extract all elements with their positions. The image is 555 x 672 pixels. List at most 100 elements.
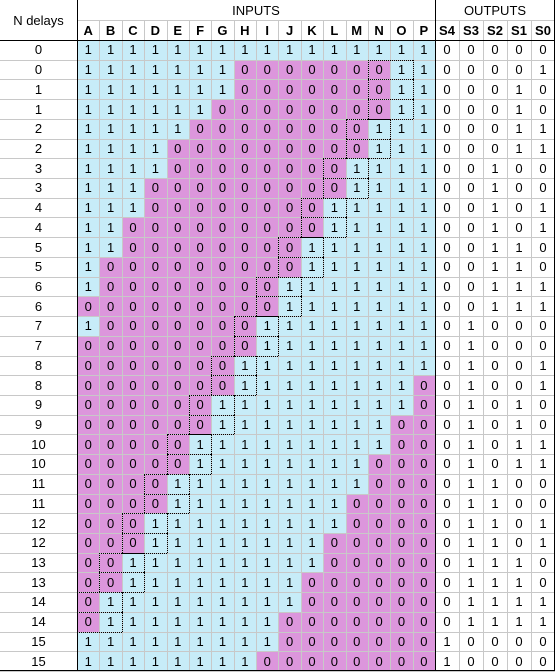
input-bit: 0: [241, 101, 249, 117]
input-cell: 0: [99, 552, 122, 573]
input-bit: 1: [241, 515, 249, 531]
input-cell: 0: [144, 335, 167, 356]
grid-line: [0, 158, 555, 160]
input-cell: 0: [300, 99, 324, 119]
output-cell: 1: [459, 355, 483, 376]
input-cell: 1: [233, 355, 256, 376]
output-cell: 0: [531, 158, 555, 179]
output-cell: 0: [507, 532, 531, 553]
transition-marker: [256, 276, 257, 297]
input-bit: 1: [353, 338, 361, 354]
input-bit: 0: [174, 318, 182, 334]
input-bit: 1: [285, 476, 294, 492]
n-delay-value: 14: [31, 614, 46, 630]
transition-marker: [121, 611, 123, 632]
input-bit: 0: [241, 219, 249, 235]
transition-marker: [188, 493, 190, 514]
input-bit: 0: [285, 101, 294, 117]
input-bit: 0: [218, 121, 227, 137]
input-bit: 0: [375, 653, 383, 669]
input-bit: 0: [375, 495, 383, 511]
input-cell: 0: [412, 493, 435, 514]
input-cell: 0: [211, 197, 234, 218]
transition-marker: [77, 611, 78, 632]
output-cell: 1: [507, 256, 531, 277]
input-cell: 1: [300, 552, 324, 573]
input-col-header-b: B: [99, 20, 122, 40]
input-bit: 1: [353, 298, 361, 314]
input-cell: 0: [345, 118, 368, 139]
input-cell: 0: [121, 375, 145, 395]
input-cell: 0: [300, 611, 324, 632]
input-cell: 0: [99, 394, 122, 415]
input-bit: 1: [241, 377, 249, 393]
input-cell: 0: [211, 138, 234, 159]
input-cell: 0: [323, 631, 346, 652]
input-cell: 0: [278, 217, 301, 238]
transition-marker: [188, 394, 190, 415]
output-col-header-s4: S4: [435, 20, 459, 40]
n-delay-value: 2: [34, 140, 43, 156]
output-cell: 0: [507, 631, 531, 652]
input-bit: 1: [330, 259, 338, 275]
output-cell: 0: [531, 631, 555, 652]
input-cell: 0: [300, 118, 324, 139]
input-cell: 1: [367, 394, 391, 415]
input-cell: 0: [323, 59, 346, 80]
output-bit: 1: [467, 318, 475, 334]
input-bit: 0: [263, 278, 271, 294]
input-cell: 1: [99, 99, 122, 119]
transition-marker: [323, 178, 325, 198]
input-bit: 0: [106, 318, 115, 334]
input-bit: 0: [263, 140, 271, 156]
output-cell: 1: [531, 217, 555, 238]
input-cell: 0: [144, 178, 167, 198]
output-cell: 0: [435, 611, 459, 632]
input-cell: 1: [77, 99, 100, 119]
output-bit: 1: [515, 614, 523, 630]
input-bit: 1: [241, 633, 249, 649]
n-delay-value: 15: [31, 653, 46, 669]
n-delay-cell: 10: [0, 454, 77, 474]
transition-marker: [211, 434, 213, 455]
input-cell: 1: [233, 375, 256, 395]
input-bit: 1: [330, 476, 338, 492]
input-bit: 1: [174, 574, 182, 590]
output-bit: 0: [491, 42, 499, 58]
output-bit: 1: [491, 614, 499, 630]
input-cell: 0: [390, 473, 413, 494]
output-bit: 0: [443, 121, 451, 137]
transition-marker: [188, 414, 234, 416]
input-bit: 0: [375, 535, 383, 551]
transition-marker: [121, 513, 123, 533]
input-bit: 1: [353, 456, 361, 472]
input-cell: 1: [390, 178, 413, 198]
output-cell: 1: [507, 592, 531, 612]
input-bit: 0: [151, 476, 159, 492]
output-col-header-s1: S1: [507, 20, 531, 40]
input-cell: 1: [77, 631, 100, 652]
input-cell: 1: [256, 611, 279, 632]
n-delay-cell: 7: [0, 335, 77, 356]
transition-marker: [367, 99, 413, 101]
input-bit: 1: [106, 42, 115, 58]
output-bit: 0: [515, 515, 523, 531]
input-cell: 0: [233, 178, 256, 198]
input-cell: 1: [345, 197, 368, 218]
input-cell: 0: [233, 256, 256, 277]
output-cell: 0: [483, 631, 507, 652]
input-cell: 1: [77, 79, 100, 100]
transition-marker: [323, 178, 368, 180]
input-cell: 0: [256, 237, 279, 257]
input-cell: 0: [345, 552, 368, 573]
input-cell: 0: [99, 513, 122, 533]
input-bit: 1: [397, 121, 406, 137]
input-cell: 0: [256, 138, 279, 159]
input-cell: 1: [300, 355, 324, 376]
input-bit: 1: [151, 140, 159, 156]
transition-marker: [211, 454, 213, 474]
n-delay-cell: 9: [0, 414, 77, 435]
transition-marker: [278, 237, 324, 239]
input-cell: 1: [121, 59, 145, 80]
input-bit: 0: [129, 338, 137, 354]
